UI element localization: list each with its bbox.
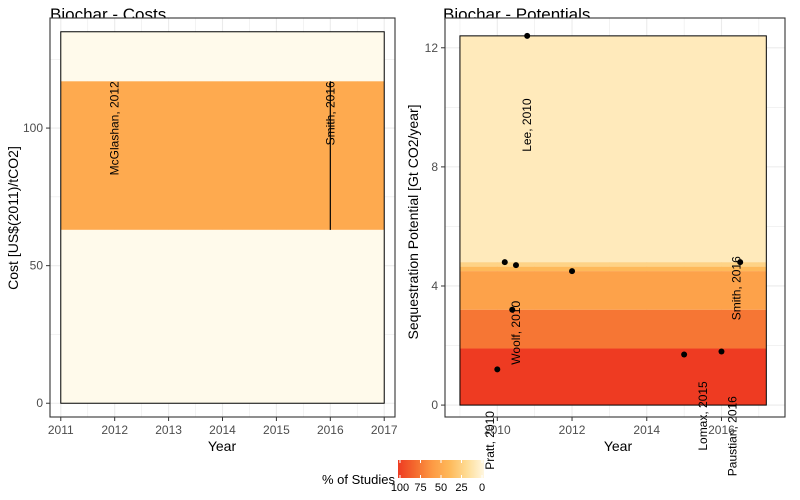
costs-y-tick-label: 50: [30, 259, 44, 273]
potentials-band-frame: [459, 35, 767, 406]
legend-label: 100: [391, 482, 409, 494]
legend: % of Studies 100 75 50 25 0: [322, 460, 485, 494]
potentials-density-band: [459, 348, 767, 406]
costs-density-band: [60, 229, 385, 404]
potentials-annotation: Lomax, 2015: [696, 381, 710, 451]
legend-label: 75: [414, 482, 426, 494]
costs-band-frame: [60, 31, 385, 404]
potentials-panel-border: [444, 17, 786, 418]
potentials-data-point: [501, 259, 508, 266]
potentials-y-axis-title: Sequestration Potential [Gt CO2/year]: [405, 104, 421, 339]
costs-annotation: Smith, 2016: [323, 81, 337, 145]
costs-y-axis-title: Cost [US$(2011)/tCO2]: [5, 146, 21, 290]
potentials-data-point: [718, 348, 725, 355]
legend-label: 50: [435, 482, 447, 494]
potentials-data-point: [569, 268, 576, 275]
costs-x-tick-label: 2016: [317, 423, 344, 437]
costs-x-tick-label: 2013: [155, 423, 182, 437]
potentials-data-point: [494, 366, 501, 373]
potentials-y-tick-label: 8: [431, 160, 438, 174]
costs-panel: Biochar - Costs McGlashan, 2012 Smith, 20…: [5, 5, 398, 454]
potentials-x-tick-label: 2014: [633, 423, 660, 437]
potentials-density-band: [459, 266, 767, 272]
costs-x-tick-label: 2015: [263, 423, 290, 437]
costs-annotation: McGlashan, 2012: [108, 81, 122, 175]
potentials-y-tick-label: 12: [425, 41, 439, 55]
potentials-data-point: [512, 262, 519, 269]
potentials-annotation: Paustian, 2016: [726, 396, 740, 476]
potentials-annotation: Smith, 2016: [729, 256, 743, 320]
costs-density-band: [60, 31, 385, 82]
potentials-x-tick-label: 2010: [484, 423, 511, 437]
legend-label: 25: [455, 482, 467, 494]
costs-x-tick-label: 2011: [48, 423, 74, 437]
costs-x-tick-label: 2012: [101, 423, 128, 437]
costs-x-tick-label: 2014: [209, 423, 236, 437]
costs-x-tick-label: 2017: [371, 423, 398, 437]
costs-y-tick-label: 0: [36, 396, 43, 410]
potentials-density-band: [459, 271, 767, 310]
potentials-density-band: [459, 309, 767, 349]
legend-title: % of Studies: [322, 472, 395, 487]
costs-x-axis-title: Year: [208, 438, 237, 454]
potentials-annotation: Pratt, 2010: [483, 411, 497, 470]
legend-label: 0: [479, 482, 485, 494]
potentials-data-point: [524, 32, 531, 39]
potentials-data-point: [509, 306, 516, 313]
potentials-annotation: Lee, 2010: [520, 98, 534, 152]
potentials-density-band: [459, 35, 767, 263]
potentials-x-tick-label: 2016: [708, 423, 735, 437]
potentials-y-tick-label: 0: [431, 398, 438, 412]
potentials-x-axis-title: Year: [604, 438, 633, 454]
potentials-y-tick-label: 4: [431, 279, 438, 293]
potentials-data-point: [737, 259, 744, 266]
costs-y-tick-label: 100: [23, 121, 43, 135]
potentials-density-band: [459, 262, 767, 267]
potentials-x-tick-label: 2012: [559, 423, 586, 437]
potentials-data-point: [681, 351, 688, 358]
legend-colorbar: [398, 460, 484, 478]
potentials-annotation: Woolf, 2010: [509, 301, 523, 365]
